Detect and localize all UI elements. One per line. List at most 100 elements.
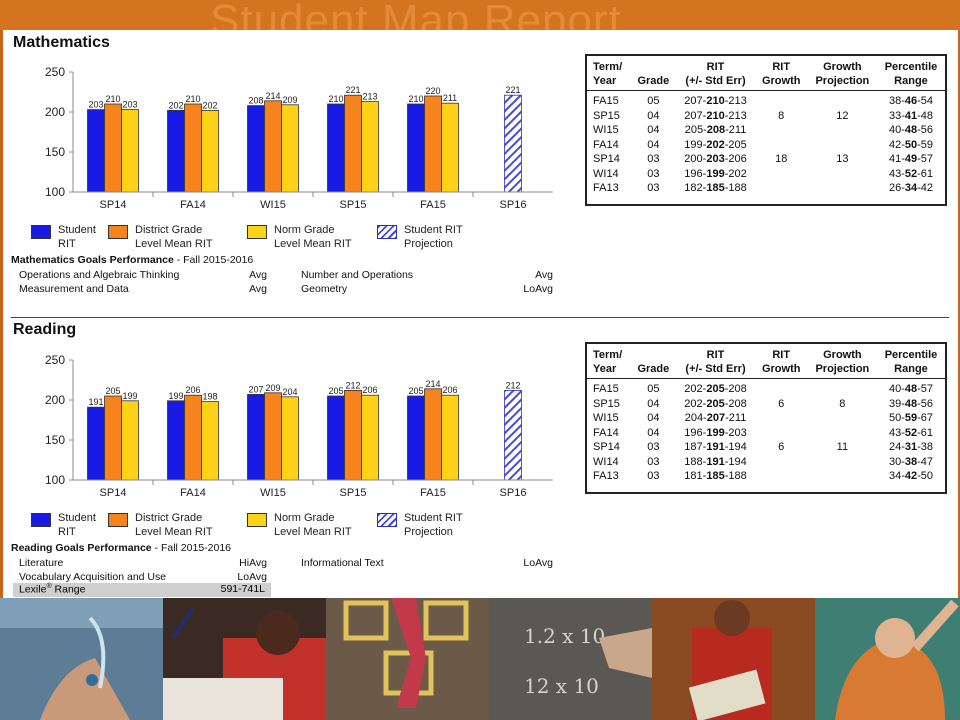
term-cell: WI14 — [593, 455, 619, 468]
data-label: 203 — [122, 100, 137, 110]
bar-norm-grade-level-mean-rit — [201, 110, 219, 193]
percentile-cell: 42-50-59 — [888, 138, 934, 151]
bar-student-rit-projection — [504, 390, 522, 481]
reading-goals-heading: Reading Goals Performance - Fall 2015-20… — [11, 542, 232, 554]
column-header: RIT Growth — [754, 343, 808, 379]
growth-projection-cell — [808, 469, 877, 493]
legend-item: Student RIT Projection — [377, 511, 463, 539]
rit-cell: 205-208-211 — [684, 124, 747, 136]
bar-student-rit — [247, 105, 265, 193]
growth-projection-cell: 13 — [836, 153, 849, 165]
bar-student-rit — [167, 400, 185, 481]
data-label: 205 — [408, 386, 423, 396]
photo-strip: 1.2 x 10 12 x 10 — [0, 598, 960, 720]
term-cell: FA14 — [593, 138, 619, 151]
rit-cell: 196-199-203 — [684, 426, 747, 439]
y-tick-label: 100 — [45, 473, 65, 487]
math-goals-performance: Mathematics Goals Performance - Fall 201… — [11, 254, 556, 298]
rit-growth-cell — [755, 469, 808, 493]
column-header: RIT (+/- Std Err) — [676, 343, 755, 379]
bar-student-rit-projection — [504, 94, 522, 193]
x-tick-label: SP14 — [100, 199, 127, 211]
legend-swatch — [247, 225, 267, 239]
grade-cell: 03 — [647, 167, 660, 180]
math-section-title: Mathematics — [13, 34, 110, 51]
column-header: Percentile Range — [876, 343, 946, 379]
term-cell: SP14 — [593, 153, 620, 165]
column-header: Term/Year — [586, 55, 631, 91]
term-cell: FA13 — [593, 182, 619, 194]
math-goal-value: Avg — [249, 283, 267, 295]
term-cell: SP14 — [593, 441, 620, 453]
growth-projection-cell — [808, 411, 877, 426]
legend-label: Norm Grade Level Mean RIT — [274, 512, 352, 538]
column-header: Grade — [630, 343, 677, 379]
legend-item: Student RIT — [31, 511, 96, 539]
photo-boy-reading — [652, 598, 815, 720]
table-row: WI14 03 188-191-194 30-38-47 — [586, 455, 946, 470]
bar-norm-grade-level-mean-rit — [281, 396, 299, 481]
bar-norm-grade-level-mean-rit — [201, 401, 219, 481]
bar-norm-grade-level-mean-rit — [121, 109, 139, 193]
column-header: RIT Growth — [754, 55, 808, 91]
bar-district-grade-level-mean-rit — [344, 390, 362, 481]
data-label: 199 — [168, 391, 183, 401]
x-tick-label: SP16 — [500, 487, 527, 499]
data-label: 209 — [282, 95, 297, 105]
rit-growth-cell — [755, 379, 808, 397]
table-row: FA13 03 181-185-188 34-42-50 — [586, 469, 946, 493]
bar-district-grade-level-mean-rit — [184, 103, 202, 193]
table-header-row: Term/Year Grade RIT (+/- Std Err) RIT Growth G… — [586, 55, 946, 91]
term-cell: SP15 — [593, 397, 620, 410]
table-row: WI15 04 204-207-211 50-59-67 — [586, 411, 946, 426]
growth-projection-cell — [808, 167, 877, 182]
data-label: 220 — [425, 86, 440, 96]
table-row: FA13 03 182-185-188 26-34-42 — [586, 181, 946, 205]
x-tick-label: SP16 — [500, 199, 527, 211]
y-tick-label: 150 — [45, 145, 65, 159]
grade-cell: 04 — [647, 397, 660, 410]
legend-item: Student RIT Projection — [377, 223, 463, 251]
data-label: 210 — [105, 94, 120, 104]
y-tick-label: 200 — [45, 393, 65, 407]
rit-growth-cell: 6 — [778, 441, 785, 453]
rit-cell: 188-191-194 — [684, 455, 747, 468]
bar-student-rit — [247, 394, 265, 481]
bar-norm-grade-level-mean-rit — [361, 394, 379, 481]
math-goal-value: LoAvg — [523, 283, 553, 295]
math-goal-name: Operations and Algebraic Thinking — [19, 269, 180, 281]
legend-swatch — [108, 513, 128, 527]
column-header: Growth Projection — [807, 343, 877, 379]
math-goal-name: Measurement and Data — [19, 283, 129, 295]
legend-label: District Grade Level Mean RIT — [135, 224, 213, 250]
table-row: WI15 04 205-208-211 40-48-56 — [586, 123, 946, 138]
rit-cell: 196-199-202 — [684, 167, 747, 180]
data-label: 210 — [185, 94, 200, 104]
term-cell: FA13 — [593, 470, 619, 482]
data-label: 203 — [88, 100, 103, 110]
y-tick-label: 150 — [45, 433, 65, 447]
data-label: 191 — [88, 397, 103, 407]
legend-swatch — [377, 513, 397, 527]
bar-student-rit — [407, 395, 425, 481]
table-row: WI14 03 196-199-202 43-52-61 — [586, 167, 946, 182]
data-label: 210 — [328, 94, 343, 104]
table-row: FA14 04 199-202-205 42-50-59 — [586, 138, 946, 153]
bar-norm-grade-level-mean-rit — [121, 400, 139, 481]
reading-goal-name: Literature — [19, 557, 64, 569]
rit-cell: 202-205-208 — [684, 383, 747, 395]
data-label: 221 — [345, 85, 360, 95]
grade-cell: 03 — [647, 455, 660, 468]
column-header: Grade — [630, 55, 677, 91]
grade-cell: 04 — [647, 109, 660, 122]
table-row: FA15 05 202-205-208 40-48-57 — [586, 379, 946, 397]
y-tick-label: 200 — [45, 105, 65, 119]
percentile-cell: 39-48-56 — [888, 397, 934, 410]
legend-swatch — [31, 513, 51, 527]
table-row: SP15 04 202-205-208 6 8 39-48-56 — [586, 397, 946, 412]
data-label: 206 — [185, 385, 200, 395]
rit-cell: 207-210-213 — [684, 95, 747, 107]
legend-label: Student RIT Projection — [404, 512, 463, 538]
rit-cell: 199-202-205 — [684, 138, 747, 151]
